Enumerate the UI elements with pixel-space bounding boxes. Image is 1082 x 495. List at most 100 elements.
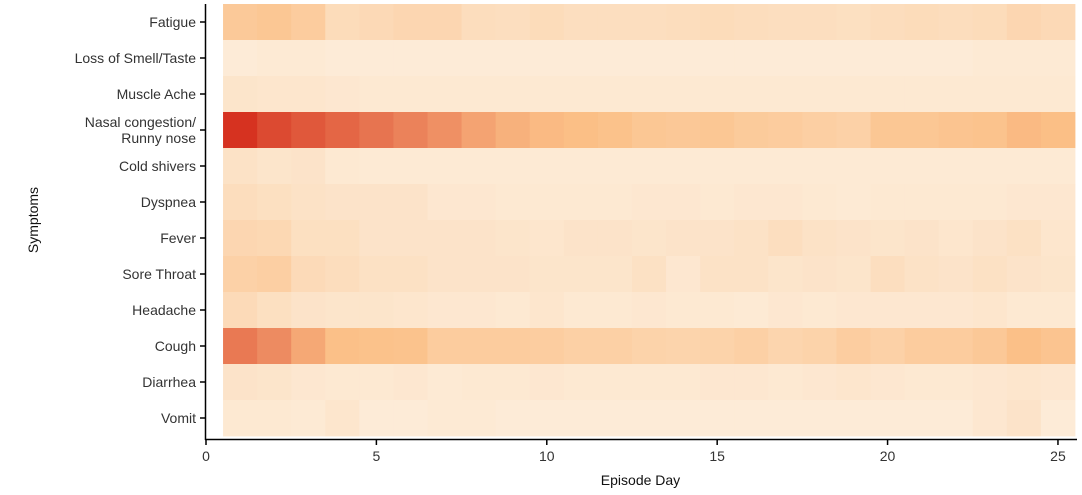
heatmap-cell: [666, 256, 701, 293]
heatmap-cell: [223, 76, 258, 113]
heatmap-cell: [461, 4, 497, 41]
heatmap-cell: [870, 328, 906, 365]
heatmap-cell: [904, 40, 940, 77]
heatmap-cell: [291, 4, 326, 41]
heatmap-cell: [836, 148, 871, 185]
heatmap-cell: [631, 184, 667, 221]
heatmap-cell: [223, 364, 258, 401]
heatmap-cell: [938, 220, 974, 257]
heatmap-cell: [1040, 40, 1076, 77]
heatmap-cell: [768, 184, 803, 221]
heatmap-cell: [870, 220, 906, 257]
heatmap-cell: [631, 4, 667, 41]
heatmap-cell: [631, 292, 667, 329]
heatmap-cell: [393, 148, 428, 185]
heatmap-cell: [802, 364, 837, 401]
heatmap-cell: [393, 364, 428, 401]
heatmap-cell: [563, 4, 599, 41]
heatmap-cell: [768, 220, 803, 257]
heatmap-cell: [972, 112, 1008, 149]
heatmap-cell: [666, 364, 701, 401]
heatmap-cell: [631, 148, 667, 185]
y-tick-label: Nasal congestion/: [85, 114, 196, 130]
x-tick-label: 15: [709, 448, 725, 464]
heatmap-cell: [631, 400, 667, 437]
heatmap-cell: [325, 76, 360, 113]
heatmap-cell: [734, 76, 769, 113]
heatmap-cell: [972, 256, 1008, 293]
heatmap-cell: [870, 76, 906, 113]
heatmap-cell: [325, 112, 360, 149]
heatmap-cell: [495, 76, 531, 113]
heatmap-cell: [734, 292, 769, 329]
heatmap-cell: [257, 112, 292, 149]
heatmap-cell: [223, 292, 258, 329]
heatmap-cell: [529, 292, 565, 329]
heatmap-cell: [631, 256, 667, 293]
heatmap-cell: [597, 400, 633, 437]
heatmap-cell: [529, 400, 565, 437]
heatmap-cell: [359, 328, 394, 365]
heatmap-cell: [768, 40, 803, 77]
heatmap-cell: [666, 292, 701, 329]
heatmap-cell: [666, 220, 701, 257]
heatmap-cell: [734, 400, 769, 437]
heatmap-cell: [700, 4, 735, 41]
heatmap-cell: [768, 292, 803, 329]
heatmap-cell: [972, 220, 1008, 257]
heatmap-cell: [938, 76, 974, 113]
heatmap-cell: [802, 256, 837, 293]
heatmap-cell: [734, 4, 769, 41]
heatmap-cell: [870, 40, 906, 77]
heatmap-cell: [768, 112, 803, 149]
heatmap-cell: [291, 40, 326, 77]
heatmap-cell: [257, 4, 292, 41]
heatmap-cell: [563, 148, 599, 185]
y-tick-label: Fatigue: [149, 14, 196, 30]
y-tick-label: Cough: [155, 338, 196, 354]
heatmap-cell: [563, 256, 599, 293]
heatmap-cell: [393, 292, 428, 329]
heatmap-cell: [904, 328, 940, 365]
heatmap-cell: [325, 40, 360, 77]
heatmap-cell: [257, 256, 292, 293]
heatmap-cell: [734, 256, 769, 293]
x-tick-label: 10: [539, 448, 555, 464]
heatmap-cell: [393, 40, 428, 77]
heatmap-cell: [1006, 112, 1042, 149]
heatmap-cell: [938, 40, 974, 77]
x-axis-title: Episode Day: [601, 472, 680, 488]
heatmap-cell: [427, 220, 462, 257]
heatmap-cell: [257, 148, 292, 185]
heatmap-cell: [870, 184, 906, 221]
heatmap-cell: [529, 256, 565, 293]
heatmap-cell: [325, 184, 360, 221]
heatmap-cell: [495, 328, 531, 365]
heatmap-cell: [666, 40, 701, 77]
heatmap-cell: [359, 364, 394, 401]
heatmap-cell: [1040, 400, 1076, 437]
y-tick-label: Diarrhea: [142, 374, 196, 390]
heatmap-cell: [802, 220, 837, 257]
heatmap-cell: [972, 328, 1008, 365]
heatmap-cell: [529, 76, 565, 113]
heatmap-cell: [427, 256, 462, 293]
heatmap-cell: [223, 184, 258, 221]
heatmap-cell: [257, 184, 292, 221]
heatmap-cell: [597, 256, 633, 293]
heatmap-cell: [904, 220, 940, 257]
heatmap-cell: [836, 220, 871, 257]
heatmap-cell: [529, 220, 565, 257]
heatmap-cell: [802, 148, 837, 185]
heatmap-cell: [597, 220, 633, 257]
heatmap-cell: [291, 256, 326, 293]
heatmap-cell: [972, 148, 1008, 185]
heatmap-cell: [393, 184, 428, 221]
heatmap-cell: [938, 400, 974, 437]
heatmap-cell: [359, 220, 394, 257]
heatmap-cell: [495, 148, 531, 185]
heatmap-cell: [563, 292, 599, 329]
heatmap-cell: [1040, 292, 1076, 329]
